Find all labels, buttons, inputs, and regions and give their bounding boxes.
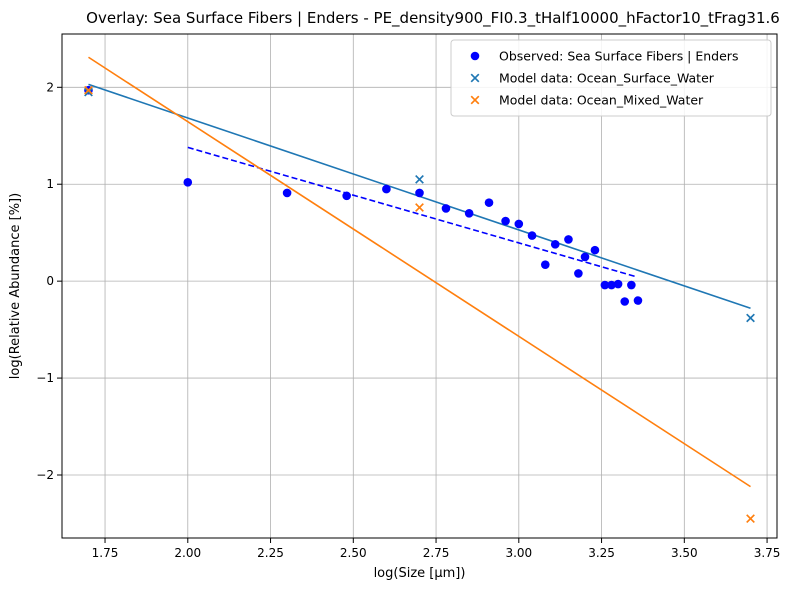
x-marker-stroke — [415, 174, 424, 184]
data-point — [550, 240, 560, 249]
x-tick-label: 2.50 — [340, 546, 367, 560]
data-point — [564, 235, 573, 244]
data-point-x — [415, 203, 424, 212]
x-tick-label: 3.25 — [588, 546, 615, 560]
data-point — [607, 280, 616, 290]
legend-box — [450, 39, 772, 117]
data-point — [464, 209, 474, 218]
x-marker-stroke — [746, 514, 755, 524]
data-point — [580, 252, 590, 262]
data-point — [441, 204, 451, 213]
data-point — [183, 177, 193, 187]
data-point-x — [746, 313, 755, 323]
data-point-x — [415, 174, 424, 184]
data-point-x — [746, 514, 755, 524]
data-point — [501, 216, 510, 226]
data-point — [382, 184, 391, 194]
legend-marker-circle — [470, 51, 480, 61]
data-point — [282, 188, 292, 198]
legend-label: Model data: Ocean_Mixed_Water — [499, 93, 704, 108]
y-axis-title: log(Relative Abundance [%]) — [8, 193, 23, 379]
legend-marker-x — [470, 73, 480, 83]
x-axis-title: log(Size [µm]) — [374, 566, 466, 581]
y-tick-label: 1 — [46, 177, 54, 191]
legend-label: Observed: Sea Surface Fibers | Enders — [499, 49, 738, 64]
data-point — [342, 191, 351, 201]
x-marker-stroke — [415, 203, 424, 212]
x-tick-label: 2.00 — [174, 546, 201, 560]
chart-title: Overlay: Sea Surface Fibers | Enders - P… — [86, 9, 780, 28]
x-marker-stroke — [470, 73, 480, 83]
legend-marker-x — [470, 95, 480, 105]
x-tick-label: 1.75 — [92, 546, 119, 560]
data-point — [514, 219, 524, 229]
plot-frame — [61, 33, 778, 539]
model-line — [88, 56, 751, 488]
data-point — [540, 260, 550, 269]
x-tick-label: 3.75 — [754, 546, 781, 560]
y-tick-label: −2 — [36, 468, 54, 482]
data-point-x — [84, 85, 93, 95]
plot-area — [84, 56, 755, 524]
data-point — [627, 280, 636, 290]
ticks: 1.75 2.00 2.25 2.50 2.75 3.00 3.25 3.50 3.75 −2 −1… — [36, 80, 780, 560]
data-point — [600, 280, 610, 290]
data-point-x — [84, 87, 93, 97]
y-tick-label: 2 — [46, 80, 54, 94]
x-tick-label: 2.75 — [423, 546, 450, 560]
x-tick-label: 3.50 — [671, 546, 698, 560]
data-point — [613, 279, 623, 289]
x-marker-stroke — [746, 313, 755, 323]
y-tick-label: −1 — [36, 371, 54, 385]
fit-line-dashed — [187, 146, 635, 278]
data-point — [484, 198, 494, 207]
x-marker-stroke — [470, 95, 480, 105]
x-tick-label: 2.25 — [257, 546, 284, 560]
data-point — [415, 188, 424, 198]
data-point — [527, 231, 537, 240]
data-point — [590, 245, 600, 255]
y-tick-label: 0 — [46, 274, 54, 288]
data-point — [620, 297, 630, 306]
x-marker-stroke — [84, 85, 93, 95]
data-point — [574, 269, 583, 278]
x-marker-stroke — [84, 87, 93, 97]
x-tick-label: 3.00 — [505, 546, 532, 560]
legend: Observed: Sea Surface Fibers | Enders Mod… — [450, 39, 772, 117]
data-point — [633, 296, 643, 305]
legend-label: Model data: Ocean_Surface_Water — [499, 71, 715, 86]
